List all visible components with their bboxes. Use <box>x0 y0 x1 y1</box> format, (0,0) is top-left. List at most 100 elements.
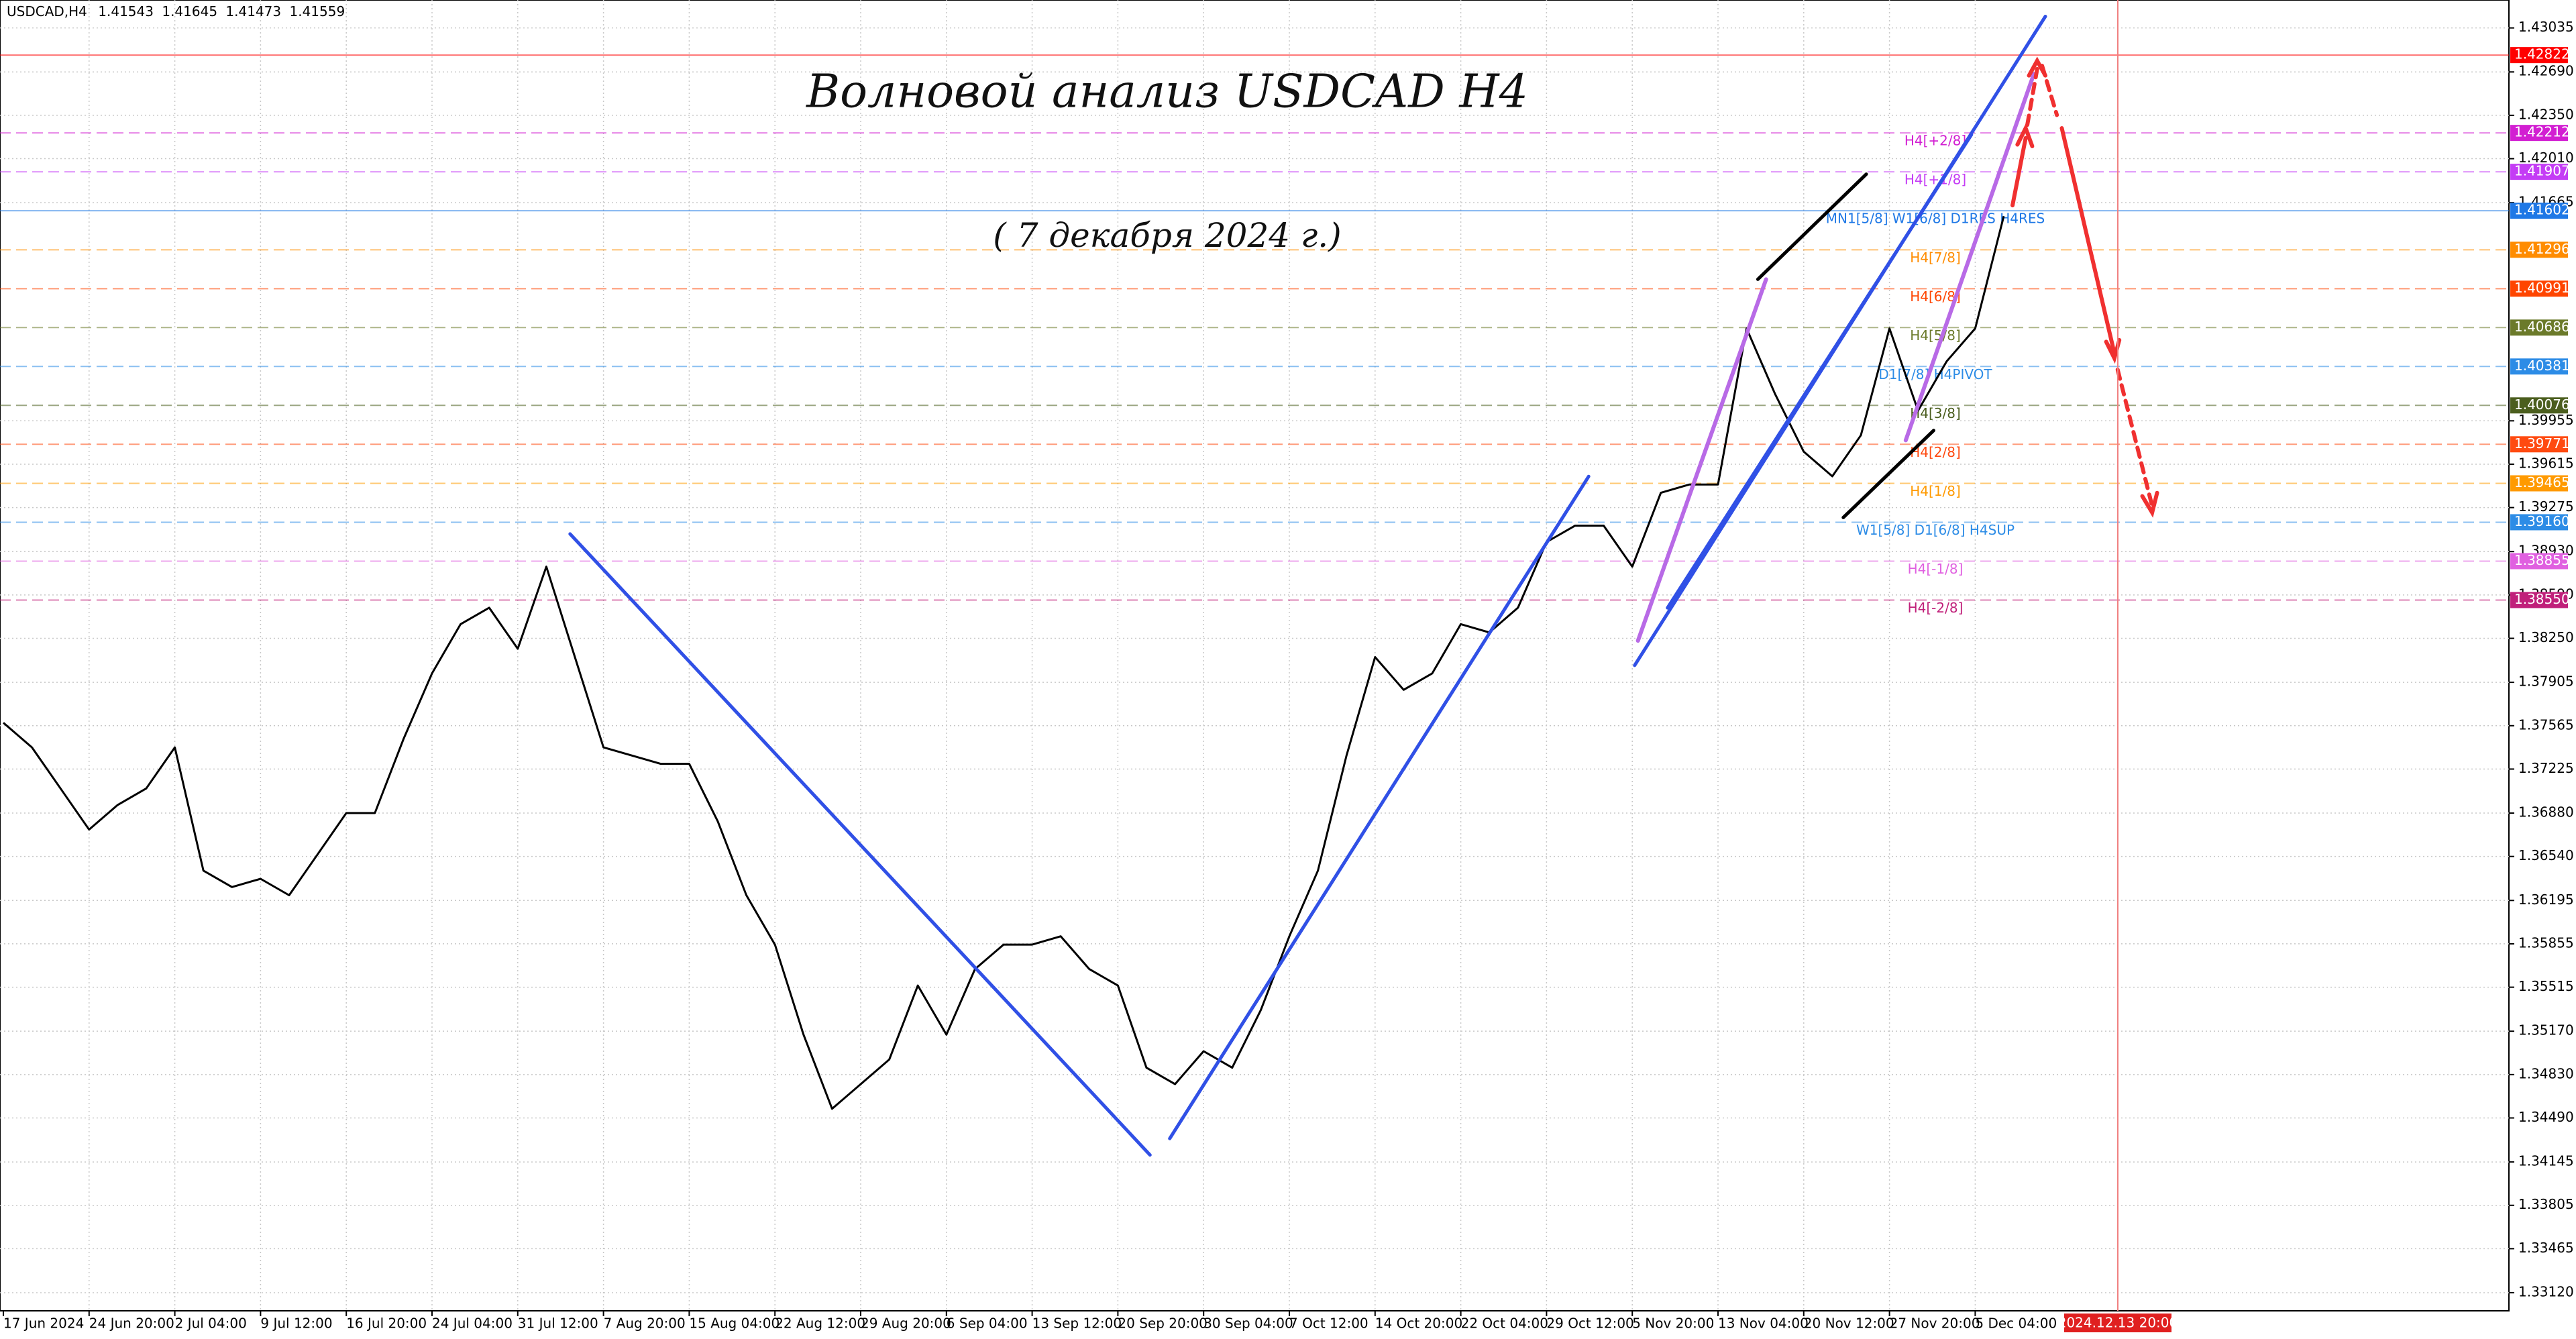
plot-area <box>0 0 2510 1311</box>
level-price-label: 1.41907 <box>2514 163 2570 179</box>
y-tick-label: 1.37905 <box>2518 674 2574 690</box>
level-name: H4[-2/8] <box>1908 600 1964 616</box>
y-tick-label: 1.37565 <box>2518 716 2574 733</box>
level-name: W1[5/8] D1[6/8] H4SUP <box>1856 522 2015 538</box>
wave-line <box>1843 431 1934 518</box>
y-tick-label: 1.42350 <box>2518 106 2574 122</box>
chart-title: Волновой анализ USDCAD H4 <box>805 66 1528 119</box>
y-tick-label: 1.36195 <box>2518 892 2574 908</box>
y-tick-label: 1.39275 <box>2518 498 2574 515</box>
x-tick-label: 16 Jul 20:00 <box>346 1316 427 1332</box>
x-tick-label: 7 Oct 12:00 <box>1289 1316 1368 1332</box>
header-open: 1.41543 <box>98 3 154 19</box>
header: USDCAD,H4 1.41543 1.41645 1.41473 1.4155… <box>7 3 345 19</box>
level-price-label: 1.39771 <box>2514 435 2570 451</box>
forecast-arrow <box>2118 370 2152 506</box>
x-tick-label: 15 Aug 04:00 <box>689 1316 780 1332</box>
x-tick-label: 27 Nov 20:00 <box>1890 1316 1980 1332</box>
level-name: H4[-1/8] <box>1908 561 1964 577</box>
x-tick-label: 24 Jul 04:00 <box>432 1316 513 1332</box>
wave-annotations <box>570 16 2157 1155</box>
level-price-label: 1.39160 <box>2514 513 2570 529</box>
wave-line <box>1638 279 1766 641</box>
forecast-arrow <box>2061 128 2114 354</box>
x-tick-label: 7 Aug 20:00 <box>604 1316 686 1332</box>
level-price-box <box>2510 397 2568 414</box>
level-price-label: 1.38550 <box>2514 591 2570 607</box>
level-price-box <box>2510 358 2568 375</box>
level-price-label: 1.42212 <box>2514 124 2570 140</box>
y-tick-label: 1.39955 <box>2518 412 2574 428</box>
trend-line <box>1170 476 1589 1138</box>
x-tick-label: 29 Oct 12:00 <box>1546 1316 1633 1332</box>
level-price-box <box>2510 242 2568 258</box>
header-low: 1.41473 <box>225 3 281 19</box>
y-tick-label: 1.33465 <box>2518 1240 2574 1256</box>
level-name: H4[+1/8] <box>1904 172 1966 188</box>
level-name: H4[7/8] <box>1910 250 1961 266</box>
level-price-label: 1.40686 <box>2514 319 2570 335</box>
wave-line <box>1906 74 2034 440</box>
y-tick-label: 1.34830 <box>2518 1065 2574 1081</box>
x-tick-label: 6 Sep 04:00 <box>947 1316 1028 1332</box>
chart-subtitle: ( 7 декабря 2024 г.) <box>993 216 1341 255</box>
y-tick-label: 1.34490 <box>2518 1109 2574 1125</box>
level-price-label: 1.41296 <box>2514 241 2570 257</box>
y-tick-label: 1.43035 <box>2518 19 2574 35</box>
level-price-label: 1.40381 <box>2514 358 2570 374</box>
y-tick-label: 1.37225 <box>2518 760 2574 776</box>
y-tick-label: 1.33120 <box>2518 1283 2574 1299</box>
forecast-arrow <box>2042 66 2057 115</box>
x-tick-label: 24 Jun 20:00 <box>89 1316 174 1332</box>
y-tick-label: 1.38250 <box>2518 629 2574 645</box>
level-name: MN1[5/8] W1[6/8] D1RES H4RES <box>1826 211 2045 227</box>
x-tick-label: 5 Dec 04:00 <box>1975 1316 2057 1332</box>
x-tick-label: 20 Nov 12:00 <box>1804 1316 1894 1332</box>
y-tick-label: 1.35855 <box>2518 934 2574 951</box>
cursor-label-box <box>2064 1314 2171 1332</box>
x-tick-label: 14 Oct 20:00 <box>1375 1316 1462 1332</box>
level-price-box <box>2510 164 2568 180</box>
x-tick-label: 30 Sep 04:00 <box>1203 1316 1293 1332</box>
x-tick-label: 9 Jul 12:00 <box>260 1316 332 1332</box>
level-price-box <box>2510 436 2568 453</box>
y-tick-label: 1.34145 <box>2518 1153 2574 1169</box>
y-tick-label: 1.36880 <box>2518 804 2574 820</box>
arrow-head <box>2017 128 2032 146</box>
level-price-box <box>2510 203 2568 219</box>
level-price-box <box>2510 47 2568 64</box>
header-high: 1.41645 <box>162 3 217 19</box>
level-price-box <box>2510 592 2568 608</box>
cursor-label: 2024.12.13 20:00 <box>2058 1315 2178 1331</box>
level-price-label: 1.40076 <box>2514 396 2570 413</box>
x-tick-label: 17 Jun 2024 <box>3 1316 84 1332</box>
y-tick-label: 1.39615 <box>2518 455 2574 471</box>
level-price-label: 1.39465 <box>2514 474 2570 490</box>
trend-line <box>1668 135 1972 608</box>
forecast-arrow <box>2012 138 2026 205</box>
level-name: H4[1/8] <box>1910 483 1961 499</box>
level-price-box <box>2510 553 2568 570</box>
level-price-box <box>2510 125 2568 142</box>
x-tick-label: 2 Jul 04:00 <box>175 1316 247 1332</box>
level-name: H4[5/8] <box>1910 327 1961 343</box>
x-tick-label: 22 Aug 12:00 <box>775 1316 865 1332</box>
y-tick-label: 1.42010 <box>2518 150 2574 166</box>
y-tick-label: 1.42690 <box>2518 63 2574 79</box>
level-price-label: 1.42822 <box>2514 46 2570 62</box>
x-tick-label: 22 Oct 04:00 <box>1461 1316 1548 1332</box>
y-tick-label: 1.36540 <box>2518 847 2574 863</box>
x-tick-label: 13 Nov 04:00 <box>1718 1316 1809 1332</box>
arrow-head <box>2142 493 2157 513</box>
price-line <box>3 215 2005 1110</box>
header-symbol: USDCAD,H4 <box>7 3 87 19</box>
header-close: 1.41559 <box>290 3 345 19</box>
x-tick-label: 5 Nov 20:00 <box>1632 1316 1714 1332</box>
level-price-label: 1.40991 <box>2514 280 2570 296</box>
level-price-box <box>2510 514 2568 531</box>
level-name: H4[+2/8] <box>1904 133 1966 149</box>
level-price-label: 1.38855 <box>2514 552 2570 568</box>
trend-line <box>570 534 1150 1155</box>
level-price-box <box>2510 319 2568 336</box>
